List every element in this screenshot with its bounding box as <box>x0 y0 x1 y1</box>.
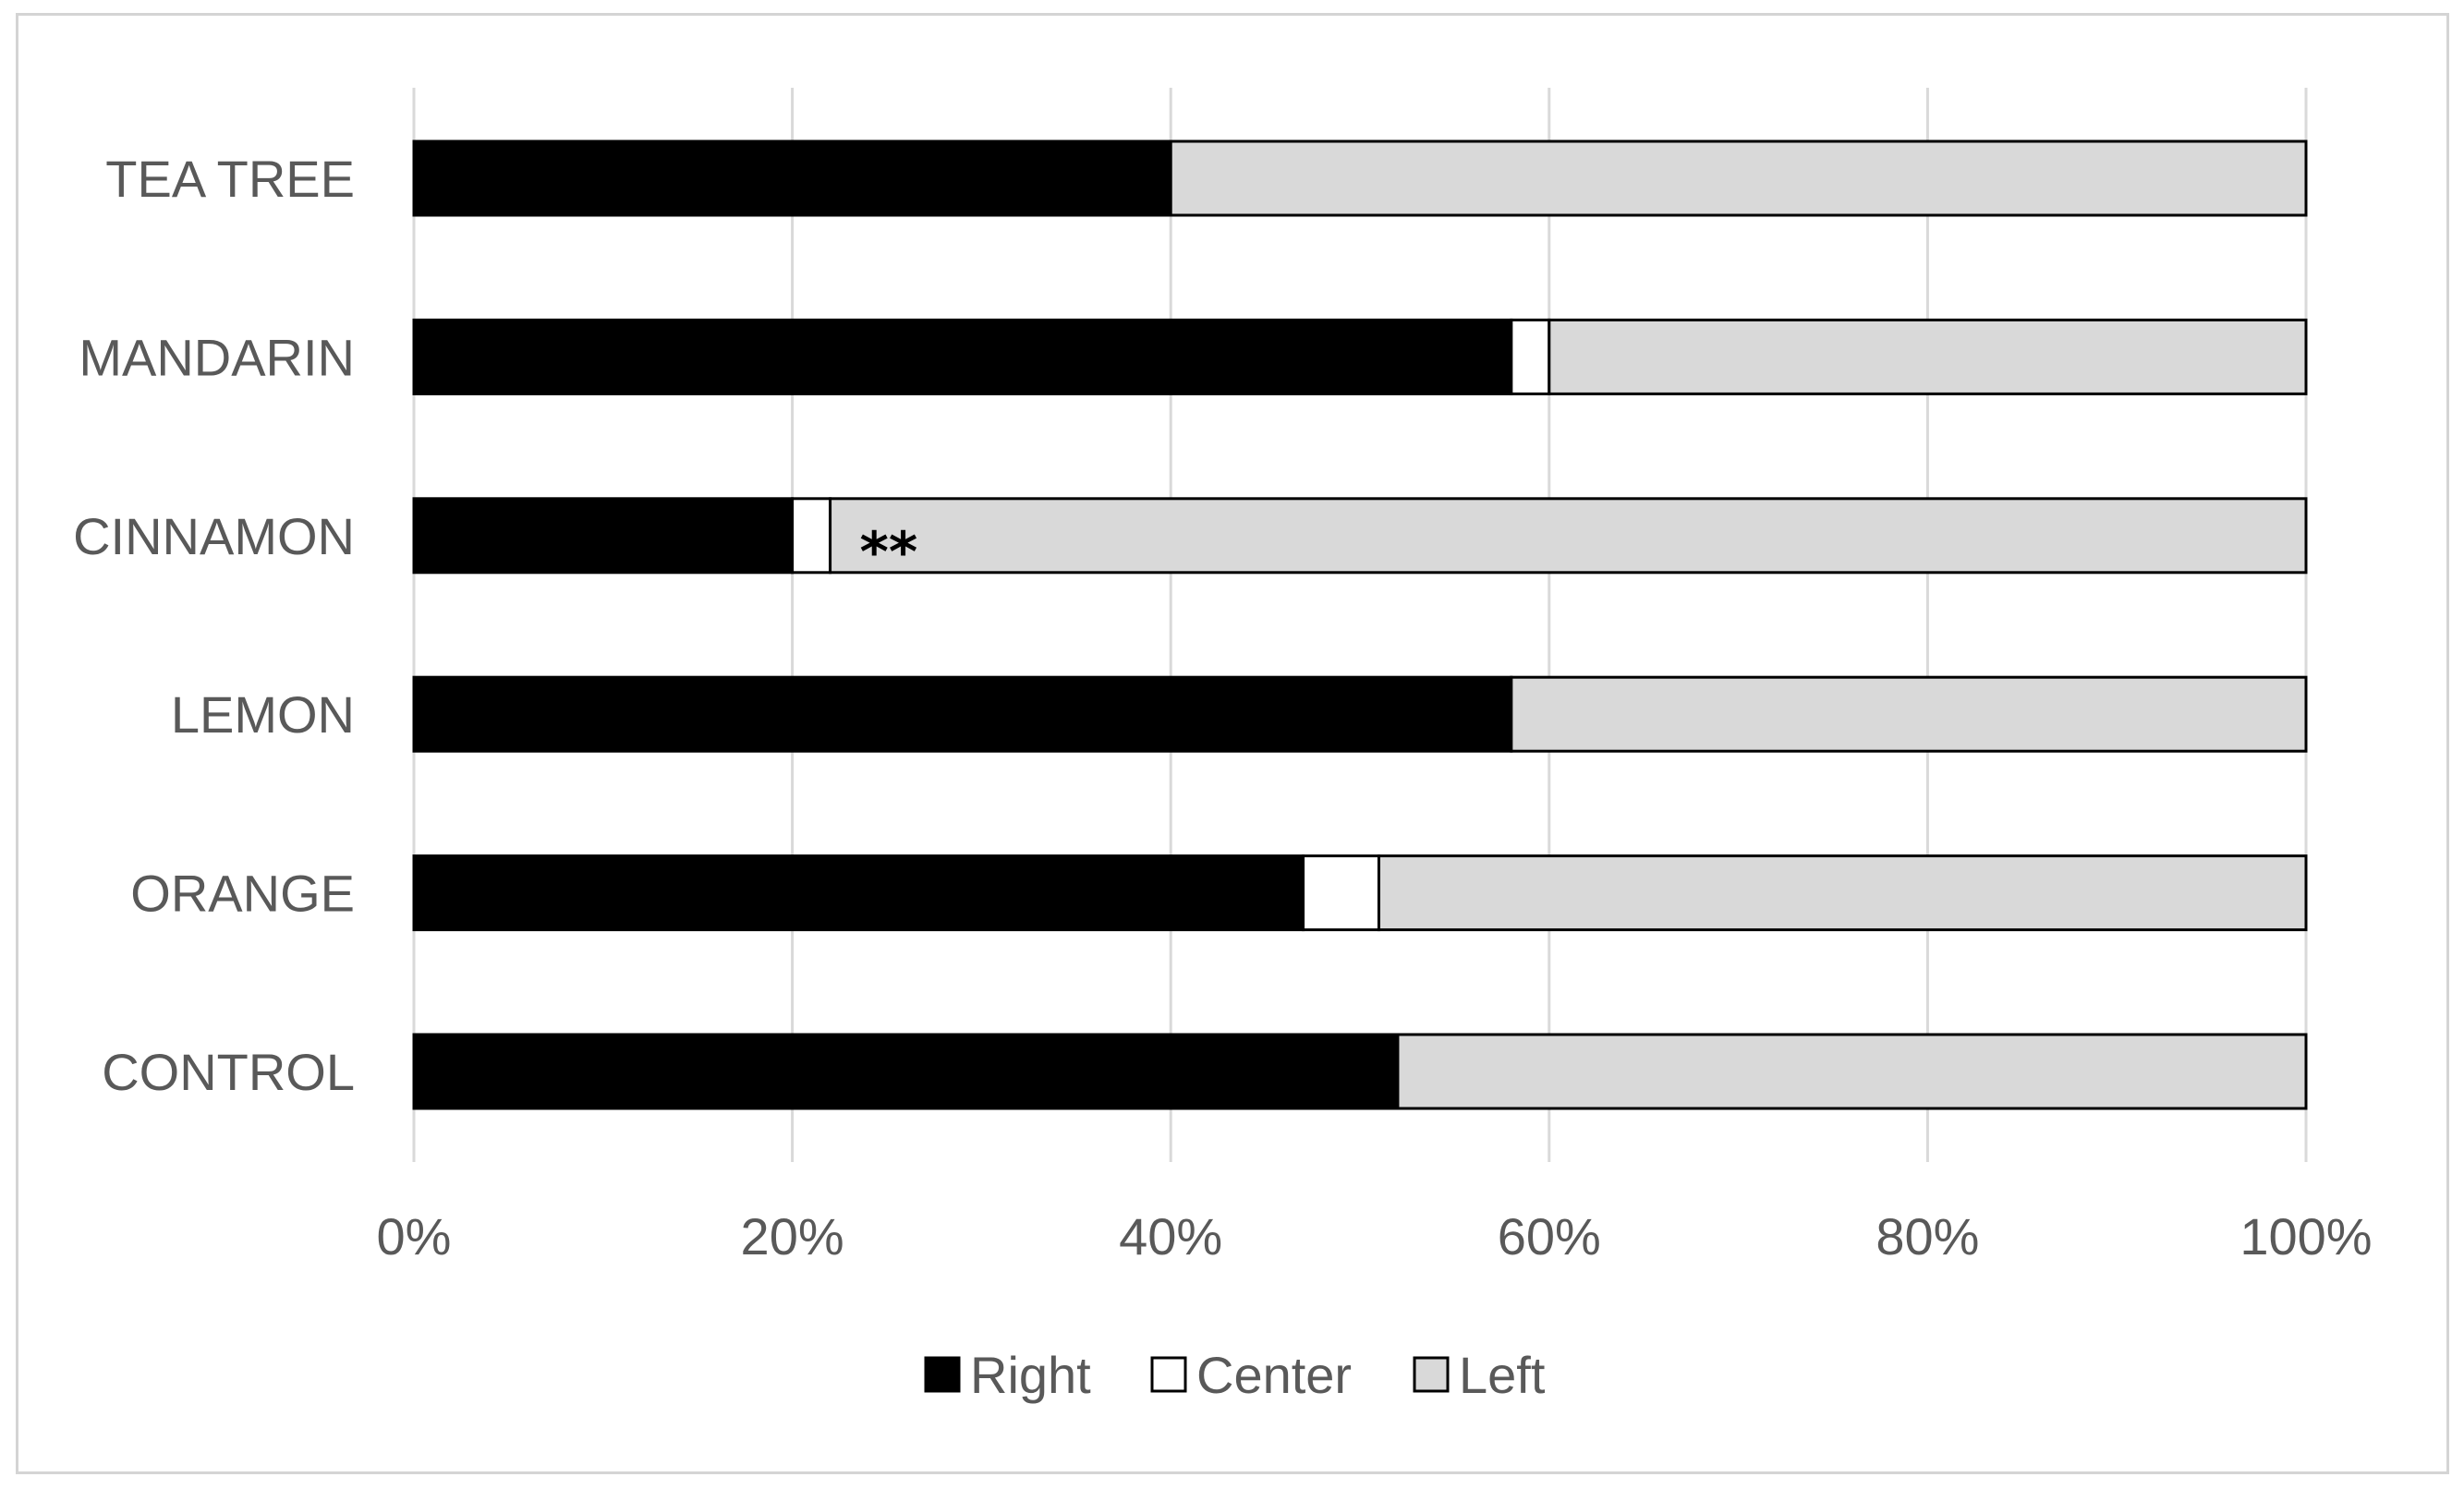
category-label: MANDARIN <box>79 328 355 386</box>
bar-segment-right <box>412 1033 1400 1110</box>
bar-segment-right <box>412 139 1172 217</box>
significance-annotation: ** <box>860 520 918 585</box>
x-tick-label: 100% <box>2239 1207 2372 1265</box>
legend-swatch-right <box>924 1356 961 1393</box>
bar-segment-center <box>1510 318 1551 395</box>
x-tick-label: 20% <box>741 1207 844 1265</box>
bar-segment-right <box>412 854 1305 932</box>
x-tick-label: 40% <box>1119 1207 1222 1265</box>
legend-label-center: Center <box>1196 1346 1352 1404</box>
legend: Right Center Left <box>924 1346 1546 1404</box>
category-label: CINNAMON <box>73 507 355 565</box>
legend-swatch-center <box>1150 1356 1187 1393</box>
category-label: LEMON <box>171 685 355 744</box>
x-tick-label: 80% <box>1875 1207 1979 1265</box>
category-label: TEA TREE <box>105 150 355 208</box>
legend-label-left: Left <box>1459 1346 1546 1404</box>
bars <box>412 139 2308 1110</box>
bar-segment-left <box>1396 1033 2308 1110</box>
bar-segment-center <box>1302 854 1380 932</box>
bar-segment-right <box>412 318 1513 395</box>
bar-segment-right <box>412 675 1513 753</box>
bar-segment-left <box>1510 675 2308 753</box>
category-label: CONTROL <box>102 1043 355 1101</box>
x-tick-labels: 0% 20% 40% 60% 80% 100% <box>377 1207 2373 1265</box>
bar-segment-right <box>412 497 795 575</box>
bar-segment-center <box>791 497 832 575</box>
category-label: ORANGE <box>130 865 355 923</box>
bar-segment-left <box>1169 139 2308 217</box>
gridlines <box>412 88 2308 1162</box>
bar-segment-left <box>1548 318 2308 395</box>
legend-label-right: Right <box>970 1346 1091 1404</box>
bar-segment-left <box>829 497 2308 575</box>
x-tick-label: 0% <box>377 1207 452 1265</box>
category-labels: TEA TREE MANDARIN CINNAMON LEMON ORANGE CONTR… <box>73 150 355 1101</box>
annotations: ** <box>860 520 918 585</box>
x-tick-label: 60% <box>1498 1207 1601 1265</box>
legend-swatch-left <box>1413 1356 1450 1393</box>
bar-segment-left <box>1377 854 2308 932</box>
